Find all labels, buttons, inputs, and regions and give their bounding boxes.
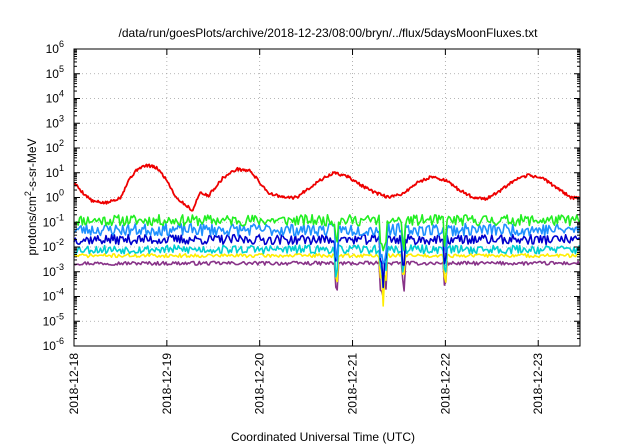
series-line — [73, 214, 581, 252]
y-tick-label: 10-1 — [43, 212, 64, 229]
y-tick-label: 102 — [46, 138, 64, 155]
y-tick-label: 10-5 — [43, 311, 64, 328]
series-line — [73, 260, 581, 299]
x-tick-label: 2018-12-22 — [438, 353, 452, 415]
series-layer — [73, 163, 581, 307]
y-tick-label: 105 — [46, 64, 64, 81]
x-tick-label: 2018-12-18 — [67, 353, 81, 415]
y-axis-title-pre: protons/cm — [25, 196, 39, 255]
x-tick-label: 2018-12-21 — [346, 353, 360, 415]
y-tick-label: 10-4 — [43, 287, 64, 304]
grid — [74, 49, 580, 346]
y-tick-label: 100 — [46, 188, 64, 205]
x-axis: 2018-12-18 2018-12-19 2018-12-20 2018-12-21… — [67, 49, 545, 414]
x-tick-label: 2018-12-20 — [253, 353, 267, 415]
series-line — [73, 222, 581, 265]
series-line — [73, 244, 581, 289]
y-tick-label: 101 — [46, 163, 64, 180]
y-tick-label: 106 — [46, 39, 64, 56]
y-axis-title-sup: 2 — [23, 191, 33, 196]
y-tick-label: 104 — [46, 89, 64, 106]
y-tick-label: 10-6 — [43, 336, 64, 353]
x-tick-label: 2018-12-19 — [160, 353, 174, 415]
series-line — [73, 233, 581, 289]
y-tick-label: 10-3 — [43, 262, 64, 279]
series-line — [73, 253, 580, 307]
y-tick-label: 10-2 — [43, 237, 64, 254]
y-axis-title-post: -s-sr-MeV — [25, 138, 39, 191]
series-line — [73, 163, 581, 212]
x-tick-label: 2018-12-23 — [531, 353, 545, 415]
y-tick-label: 103 — [46, 113, 64, 130]
y-axis-title: protons/cm2-s-sr-MeV — [23, 138, 39, 255]
y-axis: 10-6 10-5 10-4 10-3 10-2 10-1 100 101 102 103 104 1… — [43, 39, 580, 353]
x-axis-title: Coordinated Universal Time (UTC) — [231, 430, 415, 444]
chart-title: /data/run/goesPlots/archive/2018-12-23/0… — [119, 26, 539, 40]
